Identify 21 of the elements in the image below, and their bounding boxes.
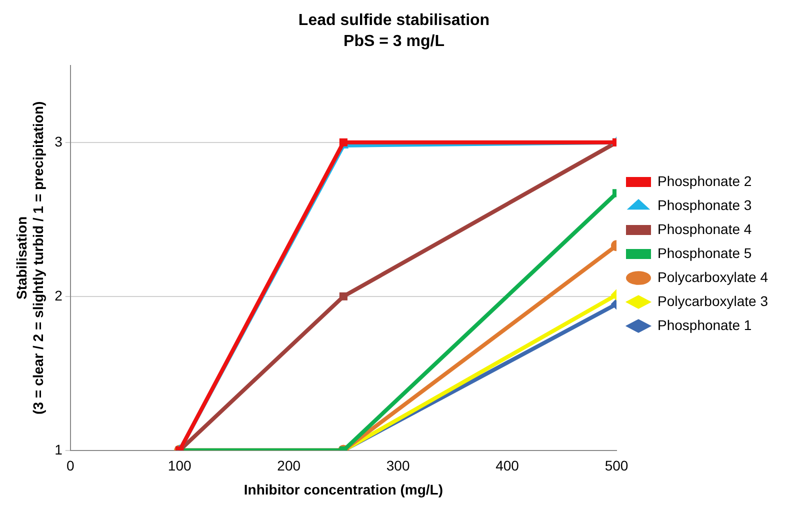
x-tick-label: 200 [277, 458, 301, 474]
legend-label: Phosphonate 5 [657, 244, 752, 261]
legend-label: Polycarboxylate 3 [657, 292, 768, 309]
y-axis-title: Stabilisation (3 = clear / 2 = slightly turbid / 1 = precipitation) [13, 101, 46, 414]
legend-label: Phosphonate 1 [657, 316, 752, 333]
x-tick-label: 0 [66, 458, 74, 474]
x-tick-label: 400 [496, 458, 520, 474]
chart-title: Lead sulfide stabilisation [298, 12, 490, 30]
legend-label: Phosphonate 3 [657, 196, 752, 213]
y-tick-label: 1 [54, 441, 63, 458]
legend-label: Phosphonate 4 [657, 220, 752, 237]
legend-label: Polycarboxylate 4 [657, 268, 768, 285]
legend-label: Phosphonate 2 [657, 172, 752, 189]
x-axis-title: Inhibitor concentration (mg/L) [244, 481, 443, 498]
x-tick-label: 100 [168, 458, 192, 474]
y-tick-label: 3 [54, 133, 63, 150]
chart-subtitle: PbS = 3 mg/L [344, 33, 445, 50]
y-tick-label: 2 [54, 287, 63, 304]
point [339, 292, 348, 300]
x-tick-label: 500 [604, 458, 628, 474]
x-tick-label: 300 [386, 458, 410, 474]
